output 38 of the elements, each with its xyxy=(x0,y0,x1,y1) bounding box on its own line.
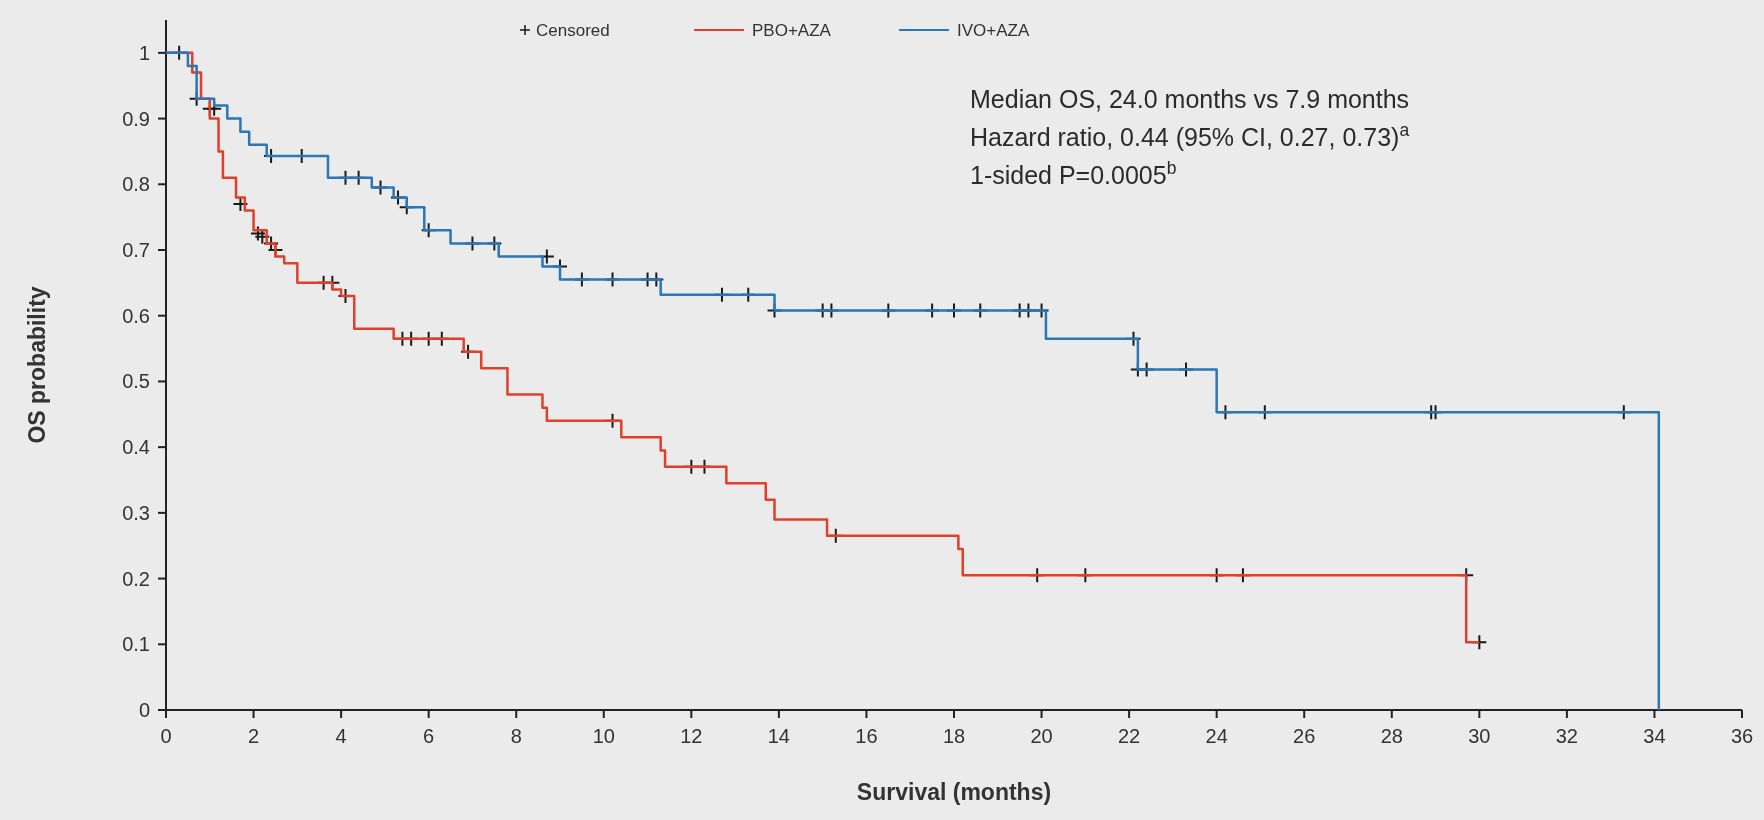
x-tick-label: 10 xyxy=(592,725,615,747)
annotation: Median OS, 24.0 months vs 7.9 months xyxy=(970,85,1410,113)
x-tick-label: 16 xyxy=(855,725,878,747)
y-tick-label: 1 xyxy=(138,41,150,64)
y-tick-label: 0.4 xyxy=(122,436,150,459)
annotation: Hazard ratio, 0.44 (95% CI, 0.27, 0.73)$^{a}$ xyxy=(970,120,1410,151)
x-tick-label: 36 xyxy=(1730,725,1754,747)
x-tick-label: 34 xyxy=(1643,725,1666,747)
y-tick-label: 0.7 xyxy=(122,239,150,261)
x-tick-label: 30 xyxy=(1468,725,1491,747)
y-tick-label: 0.8 xyxy=(122,173,150,196)
x-tick-label: 4 xyxy=(335,725,347,747)
x-tick-label: 20 xyxy=(1030,725,1053,747)
annotation: 1-sided P=0.0005$^{b}$ xyxy=(970,158,1177,189)
x-tick-label: 32 xyxy=(1555,725,1579,747)
y-tick-label: 0.5 xyxy=(122,370,150,393)
x-tick-label: 22 xyxy=(1117,725,1141,747)
y-tick-label: 0.3 xyxy=(122,501,150,524)
x-tick-label: 2 xyxy=(247,725,260,747)
x-tick-label: 8 xyxy=(510,725,522,747)
y-axis-title: OS probability xyxy=(24,286,50,444)
x-axis-title: Survival (months) xyxy=(856,779,1052,805)
x-tick-label: 26 xyxy=(1293,725,1316,747)
legend-label: IVO+AZA xyxy=(957,20,1030,40)
x-tick-label: 6 xyxy=(423,725,435,747)
y-tick-label: 0.1 xyxy=(122,633,150,656)
x-tick-label: 12 xyxy=(680,725,703,747)
legend-label: Censored xyxy=(536,20,610,40)
y-tick-label: 0.6 xyxy=(122,304,150,327)
x-tick-label: 24 xyxy=(1205,725,1228,747)
x-tick-label: 14 xyxy=(767,725,791,747)
x-tick-label: 18 xyxy=(942,725,966,747)
x-tick-label: 0 xyxy=(160,725,172,747)
y-tick-label: 0.2 xyxy=(122,567,150,590)
y-tick-label: 0 xyxy=(138,699,150,721)
y-tick-label: 0.9 xyxy=(122,107,150,130)
x-tick-label: 28 xyxy=(1380,725,1403,747)
legend-label: PBO+AZA xyxy=(752,20,832,40)
